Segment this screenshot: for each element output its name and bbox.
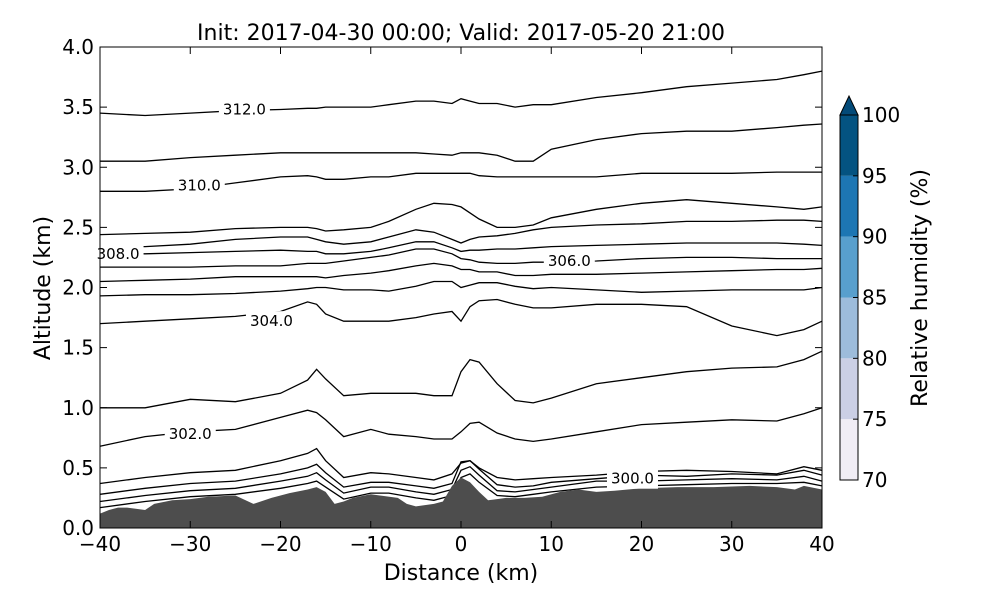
x-axis: −40 −30 −20 −10 0 10 20 30 40 (79, 47, 835, 556)
colorbar-tick-label-3: 85 (862, 286, 887, 310)
colorbar-extend-max (839, 94, 859, 116)
contour-line-11 (100, 219, 823, 248)
contour-line-5 (100, 350, 823, 409)
y-tick-label-3: 1.5 (62, 336, 94, 360)
contour-line-9 (100, 248, 822, 268)
contour-label-bg-13 (173, 175, 225, 196)
x-tick-label-3: −10 (350, 532, 392, 556)
y-tick-label-5: 2.5 (62, 215, 94, 239)
contour-line-12 (99, 199, 823, 236)
y-axis: 0.0 0.5 1.0 1.5 2.0 2.5 3.0 3.5 4.0 (62, 35, 822, 540)
y-axis-label: Altitude (km) (31, 216, 56, 360)
contour-label-3: 300.0 (611, 470, 654, 488)
x-tick-label-6: 20 (629, 532, 654, 556)
contour-line-14 (100, 123, 823, 162)
contour-lines (99, 70, 823, 509)
contour-labels: 300.0 302.0 304.0 306.0 308.0 310.0 312.0 (92, 99, 658, 489)
colorbar-tick-label-5: 95 (862, 164, 887, 188)
x-tick-label-7: 30 (719, 532, 744, 556)
x-tick-label-2: −20 (259, 532, 301, 556)
contour-line-15 (99, 70, 823, 117)
contour-label-bg-10 (92, 243, 144, 264)
colorbar-tick-label-0: 70 (862, 468, 887, 492)
contour-label-9: 306.0 (548, 252, 591, 270)
colorbar-label: Relative humidity (%) (908, 169, 933, 407)
y-tick-label-2: 1.0 (62, 396, 94, 420)
contour-label-15: 312.0 (223, 101, 266, 119)
colorbar-tick-label-2: 80 (862, 346, 887, 370)
colorbar-bin-1 (840, 358, 858, 420)
y-tick-label-4: 2.0 (62, 276, 94, 300)
contour-line-8 (99, 262, 823, 283)
y-tick-label-8: 4.0 (62, 35, 94, 59)
contour-line-13 (100, 171, 822, 192)
chart-title: Init: 2017-04-30 00:00; Valid: 2017-05-2… (197, 21, 725, 46)
y-tick-label-1: 0.5 (62, 456, 94, 480)
contour-label-bg-4 (164, 424, 216, 445)
colorbar-tick-label-1: 75 (862, 407, 887, 431)
contour-line-3 (99, 447, 823, 485)
contour-label-bg-3 (606, 468, 658, 489)
contour-label-10: 308.0 (97, 245, 140, 263)
terrain-fill (100, 477, 822, 528)
y-tick-label-6: 3.0 (62, 155, 94, 179)
x-tick-label-8: 40 (809, 532, 834, 556)
colorbar-bin-3 (840, 236, 858, 298)
contour-label-6: 304.0 (250, 312, 293, 330)
x-tick-label-1: −30 (169, 532, 211, 556)
y-tick-label-0: 0.0 (62, 516, 94, 540)
x-tick-label-4: 0 (455, 532, 468, 556)
x-axis-label: Distance (km) (384, 561, 539, 586)
colorbar: 70 75 80 85 90 95 100 (839, 94, 900, 492)
contour-line-1 (99, 465, 823, 503)
x-tick-label-0: −40 (79, 532, 121, 556)
contour-line-7 (99, 280, 823, 297)
contour-label-bg-15 (218, 99, 270, 120)
contour-line-4 (99, 407, 823, 447)
y-tick-label-7: 3.5 (62, 95, 94, 119)
colorbar-bin-4 (840, 175, 858, 237)
colorbar-tick-label-6: 100 (862, 103, 900, 127)
contour-label-bg-9 (543, 251, 595, 272)
plot-area: 300.0 302.0 304.0 306.0 308.0 310.0 312.0 (92, 46, 823, 529)
contour-line-6 (99, 298, 823, 337)
colorbar-tick-label-4: 90 (862, 225, 887, 249)
contour-label-13: 310.0 (178, 176, 221, 194)
contour-label-bg-6 (245, 311, 297, 332)
x-tick-label-5: 10 (539, 532, 564, 556)
contour-line-2 (99, 460, 823, 495)
colorbar-bin-0 (840, 419, 858, 480)
colorbar-bin-5 (840, 115, 858, 176)
contour-line-10 (100, 241, 823, 255)
terrain (100, 477, 822, 528)
colorbar-bin-2 (840, 297, 858, 359)
contour-label-4: 302.0 (169, 425, 212, 443)
